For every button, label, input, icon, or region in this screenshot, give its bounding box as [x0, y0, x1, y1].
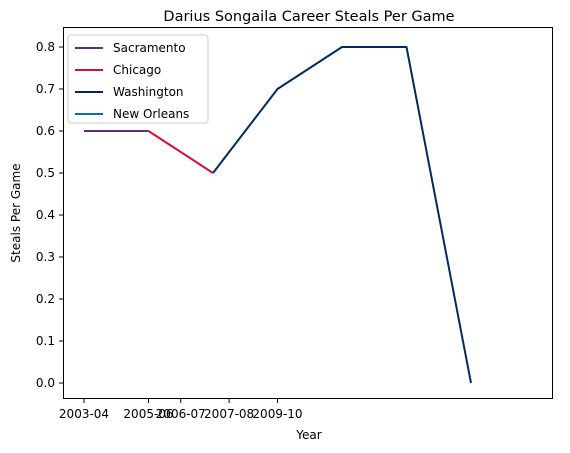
legend-box — [67, 34, 209, 124]
legend-label: Chicago — [113, 63, 161, 77]
y-tick-label: 0.3 — [36, 250, 55, 264]
legend-label: Washington — [113, 85, 184, 99]
y-tick-label: 0.8 — [36, 40, 55, 54]
y-tick-label: 0.5 — [36, 166, 55, 180]
plot-frame — [63, 27, 553, 399]
series-line-2 — [212, 46, 472, 384]
y-tick-label: 0.4 — [36, 208, 55, 222]
series-line-1 — [147, 130, 214, 174]
x-tick-label: 2003-04 — [59, 407, 109, 421]
x-tick-label: 2006-07 — [156, 407, 206, 421]
y-axis-ticks: 0.0 0.1 0.2 0.3 0.4 0.5 0.6 0.7 0.8 — [36, 40, 64, 390]
x-tick-label: 2005-06 — [123, 407, 173, 421]
y-tick-label: 0.0 — [36, 376, 55, 390]
x-tick-label: 2009-10 — [252, 407, 302, 421]
y-tick-label: 0.2 — [36, 292, 55, 306]
legend-label: Sacramento — [113, 41, 186, 55]
y-axis-label: Steals Per Game — [9, 163, 23, 262]
chart-title: Darius Songaila Career Steals Per Game — [163, 9, 454, 25]
legend: Sacramento Chicago Washington New Orleans — [67, 34, 209, 124]
y-tick-label: 0.7 — [36, 82, 55, 96]
x-tick-label: 2007-08 — [204, 407, 254, 421]
legend-label: New Orleans — [113, 107, 189, 121]
x-axis-label: Year — [295, 428, 321, 442]
y-tick-label: 0.1 — [36, 334, 55, 348]
y-tick-label: 0.6 — [36, 124, 55, 138]
plot-lines — [84, 46, 472, 384]
